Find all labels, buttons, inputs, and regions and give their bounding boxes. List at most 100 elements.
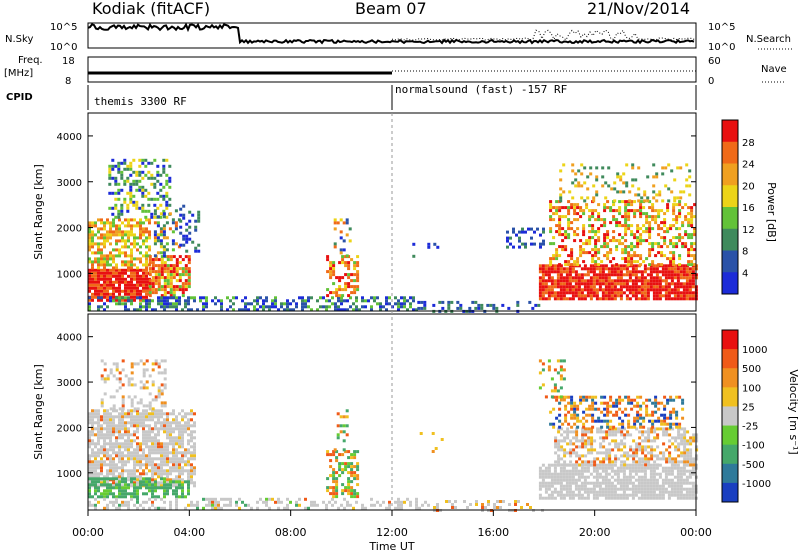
heatmap-cell	[643, 199, 647, 203]
heatmap-cell	[88, 274, 91, 278]
heatmap-cell	[558, 227, 562, 231]
heatmap-cell	[168, 176, 172, 180]
heatmap-cell	[112, 460, 115, 464]
heatmap-cell	[310, 308, 313, 312]
heatmap-cell	[94, 503, 97, 507]
heatmap-cell	[163, 427, 166, 431]
heatmap-cell	[103, 506, 106, 510]
heatmap-cell	[598, 490, 602, 494]
heatmap-cell	[238, 308, 241, 312]
heatmap-cell	[695, 439, 699, 443]
heatmap-cell	[559, 487, 563, 491]
heatmap-cell	[117, 188, 121, 192]
heatmap-cell	[624, 230, 628, 234]
velocity-heatmap-cells	[88, 359, 699, 512]
heatmap-cell	[187, 483, 190, 487]
heatmap-cell	[567, 209, 571, 213]
heatmap-cell	[124, 374, 128, 378]
heatmap-cell	[580, 481, 584, 485]
heatmap-cell	[538, 496, 542, 500]
heatmap-cell	[163, 267, 167, 271]
heatmap-cell	[614, 433, 618, 437]
heatmap-cell	[115, 377, 119, 381]
heatmap-cell	[112, 445, 115, 449]
heatmap-cell	[559, 481, 563, 485]
heatmap-cell	[124, 302, 127, 306]
heatmap-cell	[100, 305, 103, 309]
heatmap-cell	[355, 296, 358, 300]
heatmap-cell	[634, 193, 638, 197]
heatmap-cell	[350, 453, 354, 457]
heatmap-cell	[607, 493, 611, 497]
heatmap-cell	[591, 404, 595, 408]
heatmap-cell	[406, 308, 409, 312]
heatmap-cell	[109, 368, 113, 372]
heatmap-cell	[570, 416, 574, 420]
heatmap-cell	[637, 270, 641, 274]
heatmap-cell	[615, 209, 619, 213]
heatmap-cell	[109, 371, 113, 375]
heatmap-cell	[124, 489, 127, 493]
heatmap-cell	[541, 264, 545, 268]
heatmap-cell	[565, 273, 569, 277]
heatmap-cell	[184, 427, 187, 431]
heatmap-cell	[547, 273, 551, 277]
heatmap-cell	[541, 291, 545, 295]
heatmap-cell	[115, 280, 118, 284]
heatmap-cell	[162, 245, 166, 249]
heatmap-cell	[576, 407, 580, 411]
heatmap-cell	[574, 484, 578, 488]
heatmap-cell	[100, 424, 103, 428]
heatmap-cell	[181, 424, 184, 428]
heatmap-cell	[685, 178, 689, 182]
heatmap-cell	[588, 407, 592, 411]
heatmap-cell	[112, 407, 116, 411]
heatmap-cell	[598, 481, 602, 485]
heatmap-cell	[569, 448, 573, 452]
heatmap-cell	[151, 466, 154, 470]
heatmap-cell	[332, 261, 336, 265]
heatmap-cell	[333, 242, 337, 246]
heatmap-cell	[97, 424, 100, 428]
heatmap-cell	[612, 203, 616, 207]
heatmap-cell	[332, 270, 336, 274]
heatmap-cell	[603, 233, 607, 237]
heatmap-cell	[106, 295, 109, 299]
heatmap-cell	[579, 398, 583, 402]
heatmap-cell	[556, 475, 560, 479]
heatmap-cell	[205, 497, 208, 501]
heatmap-cell	[563, 439, 567, 443]
heatmap-cell	[556, 294, 560, 298]
heatmap-cell	[648, 230, 652, 234]
heatmap-cell	[607, 267, 611, 271]
heatmap-cell	[214, 302, 217, 306]
heatmap-cell	[332, 489, 336, 493]
heatmap-cell	[115, 466, 118, 470]
heatmap-cell	[148, 445, 151, 449]
heatmap-cell	[631, 273, 635, 277]
heatmap-cell	[674, 445, 678, 449]
heatmap-cell	[568, 297, 572, 301]
heatmap-cell	[685, 163, 689, 167]
heatmap-cell	[136, 292, 139, 296]
heatmap-cell	[656, 463, 660, 467]
heatmap-cell	[175, 478, 178, 482]
heatmap-cell	[100, 263, 103, 267]
heatmap-cell	[166, 451, 169, 455]
heatmap-cell	[112, 477, 115, 481]
heatmap-cell	[679, 466, 683, 470]
heatmap-cell	[684, 245, 688, 249]
heatmap-cell	[549, 206, 553, 210]
heatmap-cell	[559, 187, 563, 191]
heatmap-cell	[94, 277, 97, 281]
heatmap-cell	[577, 475, 581, 479]
heatmap-cell	[609, 395, 613, 399]
heatmap-cell	[100, 257, 103, 261]
heatmap-cell	[127, 377, 131, 381]
heatmap-cell	[541, 270, 545, 274]
heatmap-cell	[619, 178, 623, 182]
heatmap-cell	[347, 465, 351, 469]
heatmap-cell	[633, 233, 637, 237]
